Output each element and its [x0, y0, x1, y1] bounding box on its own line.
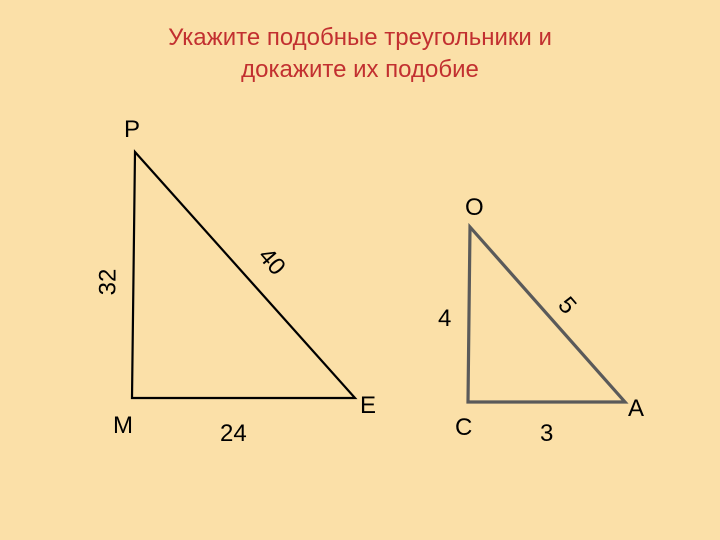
triangle-right — [468, 227, 625, 402]
side-ca: 3 — [540, 420, 553, 448]
slide-canvas: Укажите подобные треугольники и докажите… — [0, 0, 720, 540]
title-line-2: докажите их подобие — [241, 56, 479, 83]
vertex-p: P — [124, 116, 140, 144]
title-line-1: Укажите подобные треугольники и — [168, 24, 552, 51]
vertex-o: O — [465, 194, 484, 222]
side-pm: 32 — [94, 269, 122, 296]
side-oc: 4 — [438, 305, 451, 333]
task-title: Укажите подобные треугольники и докажите… — [0, 22, 720, 87]
vertex-m: M — [113, 412, 133, 440]
vertex-e: E — [360, 392, 376, 420]
vertex-a: A — [628, 395, 644, 423]
side-me: 24 — [220, 420, 247, 448]
triangle-left — [132, 152, 355, 398]
vertex-c: C — [455, 414, 472, 442]
